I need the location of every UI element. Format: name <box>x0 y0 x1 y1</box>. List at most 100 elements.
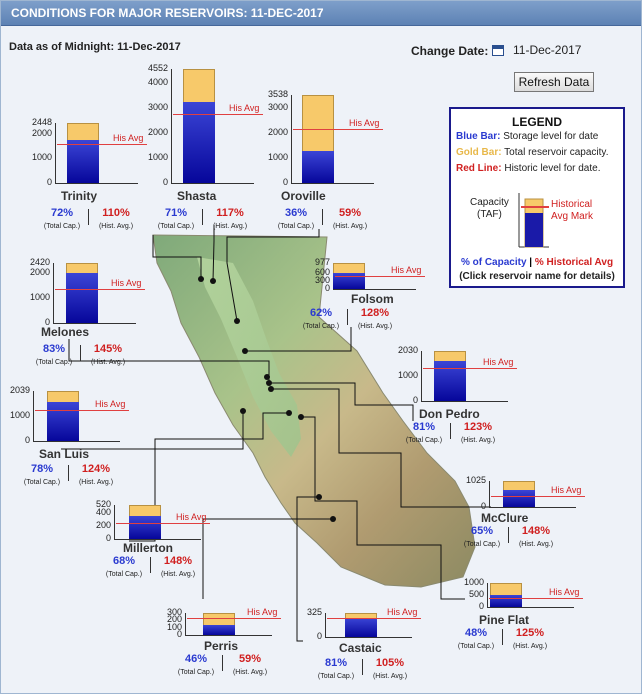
reservoir-name-melones[interactable]: Melones <box>41 325 90 339</box>
y-tick-label: 0 <box>176 629 182 639</box>
historical-avg-line <box>55 288 145 290</box>
pct-hist-avg: 128% <box>360 307 390 319</box>
legend-capacity-line2: (TAF) <box>477 209 502 220</box>
y-tick-label: 2039 <box>9 385 30 395</box>
reservoir-name-shasta[interactable]: Shasta <box>177 189 217 203</box>
y-tick-label: 200 <box>95 519 111 530</box>
legend-pct-sep: | <box>529 257 533 268</box>
y-tick-label: 1000 <box>9 410 30 421</box>
pct-separator <box>68 465 69 481</box>
historical-avg-line <box>293 129 383 131</box>
date-value[interactable]: 11-Dec-2017 <box>513 43 582 57</box>
pct-hist-avg: 59% <box>238 653 262 665</box>
his-avg-label: His Avg <box>229 102 260 113</box>
legend-title: LEGEND <box>511 115 562 129</box>
pct-hist-avg: 124% <box>81 463 111 475</box>
y-tick-label: 0 <box>162 177 168 187</box>
y-tick-label: 0 <box>44 317 50 327</box>
reservoir-name-oroville[interactable]: Oroville <box>281 189 326 203</box>
storage-bar <box>503 490 535 507</box>
y-tick-label: 1000 <box>31 152 52 163</box>
his-avg-label: His Avg <box>247 606 278 617</box>
y-tick-label: 1000 <box>463 577 484 587</box>
historical-avg-line <box>116 523 210 525</box>
y-tick-label: 2420 <box>29 257 50 267</box>
refresh-data-button[interactable]: Refresh Data <box>514 72 594 92</box>
y-tick-label: 2000 <box>267 127 288 138</box>
pct-separator <box>502 629 503 645</box>
legend-capacity-label: Capacity (TAF) <box>470 197 509 221</box>
historical-avg-line <box>35 409 129 411</box>
reservoir-name-castaic[interactable]: Castaic <box>339 641 382 655</box>
reservoir-name-don-pedro[interactable]: Don Pedro <box>419 407 480 421</box>
y-tick-label: 500 <box>468 589 484 599</box>
page-title: CONDITIONS FOR MAJOR RESERVOIRS: 11-DEC-… <box>11 6 324 20</box>
y-tick-label: 2448 <box>31 117 52 127</box>
storage-bar <box>183 102 215 183</box>
hist-avg-caption: (Hist. Avg.) <box>460 437 496 444</box>
reservoir-name-perris[interactable]: Perris <box>204 639 239 653</box>
pct-capacity: 46% <box>184 653 208 665</box>
calendar-icon[interactable] <box>492 45 504 56</box>
pct-capacity: 62% <box>309 307 333 319</box>
hist-avg-caption: (Hist. Avg.) <box>98 223 134 230</box>
legend-gold-text: Total reservoir capacity. <box>504 147 609 158</box>
y-tick-label: 977 <box>314 257 330 267</box>
total-cap-caption: (Total Cap.) <box>105 571 143 578</box>
legend-red-label: Red Line: <box>456 163 502 174</box>
historical-avg-line <box>423 368 517 370</box>
storage-bar <box>345 617 377 637</box>
chart-axis <box>171 69 254 184</box>
reservoir-name-pine-flat[interactable]: Pine Flat <box>479 613 530 627</box>
his-avg-label: His Avg <box>391 265 422 276</box>
hist-avg-caption: (Hist. Avg.) <box>332 223 368 230</box>
total-cap-caption: (Total Cap.) <box>177 669 215 676</box>
y-tick-label: 0 <box>105 533 111 543</box>
pct-hist-avg: 145% <box>93 343 123 355</box>
y-tick-label: 3000 <box>147 101 168 112</box>
legend-blue-text: Storage level for date <box>503 131 599 142</box>
y-tick-label: 2000 <box>147 126 168 137</box>
legend-percent-key: % of Capacity | % Historical Avg <box>451 257 623 268</box>
pct-capacity: 83% <box>42 343 66 355</box>
reservoir-name-folsom[interactable]: Folsom <box>351 292 394 306</box>
historical-avg-line <box>327 618 421 620</box>
pct-capacity: 65% <box>470 525 494 537</box>
y-tick-label: 520 <box>95 499 111 509</box>
total-cap-caption: (Total Cap.) <box>35 359 73 366</box>
chart-axis <box>53 263 136 324</box>
y-tick-label: 200 <box>166 614 182 625</box>
total-cap-caption: (Total Cap.) <box>23 479 61 486</box>
data-as-of-label: Data as of Midnight: 11-Dec-2017 <box>9 41 181 53</box>
storage-bar <box>302 151 334 183</box>
legend-gold-row: Gold Bar: Total reservoir capacity. <box>456 147 608 158</box>
chart-axis <box>185 613 272 636</box>
change-date-label: Change Date: <box>411 44 489 58</box>
legend-box: LEGEND Blue Bar: Storage level for date … <box>449 107 625 288</box>
reservoir-name-mcclure[interactable]: McClure <box>481 511 529 525</box>
historical-avg-line <box>57 143 147 145</box>
storage-bar <box>67 139 99 183</box>
y-tick-label: 1000 <box>267 152 288 163</box>
legend-pct-capacity: % of Capacity <box>460 257 527 268</box>
pct-separator <box>88 209 89 225</box>
y-tick-label: 600 <box>314 267 330 278</box>
his-avg-label: His Avg <box>176 512 207 523</box>
total-cap-caption: (Total Cap.) <box>157 223 195 230</box>
y-tick-label: 3538 <box>267 89 288 99</box>
storage-bar <box>490 595 522 607</box>
reservoir-name-san-luis[interactable]: San Luis <box>39 447 90 461</box>
pct-separator <box>362 659 363 675</box>
legend-gold-label: Gold Bar: <box>456 147 502 158</box>
pct-separator <box>80 345 81 361</box>
chart-axis <box>487 583 574 608</box>
central-valley <box>197 257 301 457</box>
legend-pct-hist: % Historical Avg <box>534 257 614 268</box>
total-cap-caption: (Total Cap.) <box>405 437 443 444</box>
chart-axis <box>114 505 201 540</box>
pct-separator <box>202 209 203 225</box>
reservoir-name-trinity[interactable]: Trinity <box>61 189 98 203</box>
reservoir-name-millerton[interactable]: Millerton <box>123 541 173 555</box>
y-tick-label: 1000 <box>397 370 418 381</box>
